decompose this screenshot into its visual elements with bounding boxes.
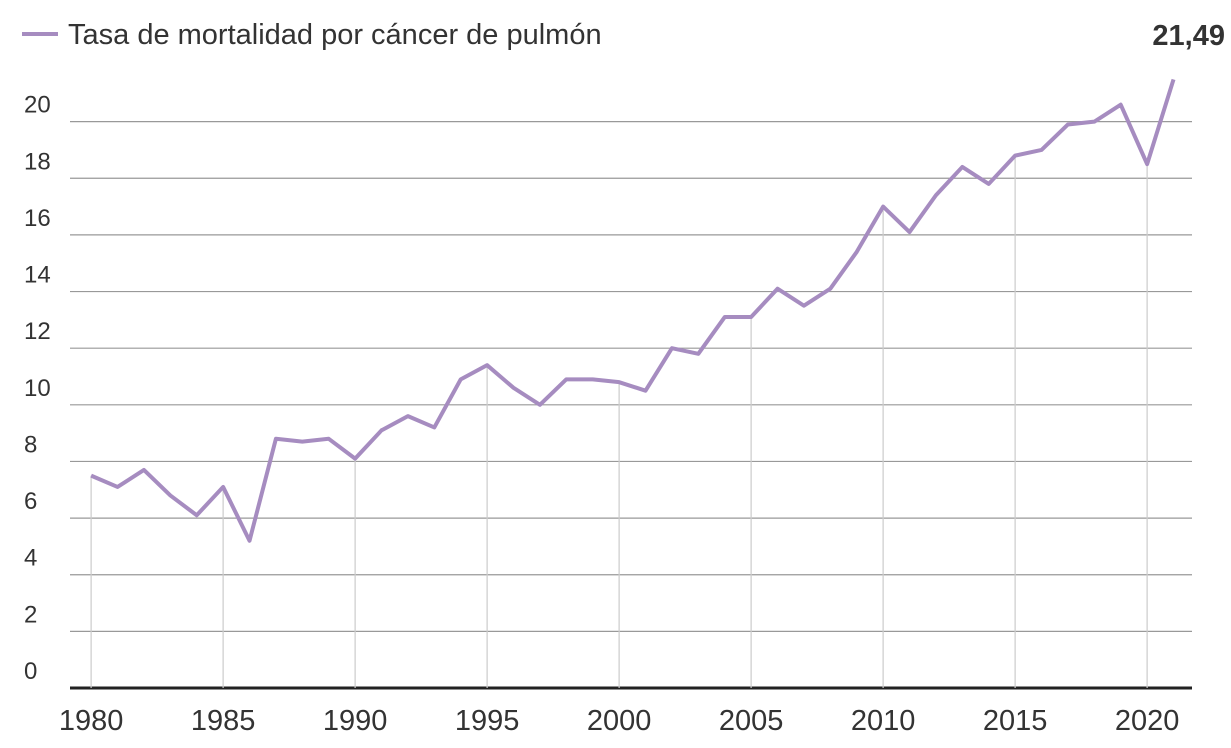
x-tick-label: 2015 bbox=[983, 705, 1048, 737]
data-line bbox=[90, 78, 1176, 543]
y-tick-label: 10 bbox=[24, 375, 51, 402]
y-tick-label: 14 bbox=[24, 262, 51, 289]
legend-label: Tasa de mortalidad por cáncer de pulmón bbox=[68, 19, 602, 51]
y-tick-label: 4 bbox=[24, 545, 37, 572]
x-tick-label: 1980 bbox=[59, 705, 124, 737]
x-tick-label: 1985 bbox=[191, 705, 256, 737]
y-tick-label: 8 bbox=[24, 431, 37, 458]
y-tick-label: 6 bbox=[24, 488, 37, 515]
last-value-label: 21,49 bbox=[1152, 20, 1225, 52]
y-tick-label: 0 bbox=[24, 658, 37, 685]
x-tick-label: 2020 bbox=[1115, 705, 1180, 737]
y-tick-label: 16 bbox=[24, 205, 51, 232]
x-tick-label: 2005 bbox=[719, 705, 784, 737]
x-tick-label: 1995 bbox=[455, 705, 520, 737]
y-tick-label: 20 bbox=[24, 92, 51, 119]
y-tick-label: 18 bbox=[24, 148, 51, 175]
y-tick-label: 2 bbox=[24, 601, 37, 628]
x-tick-label: 2010 bbox=[851, 705, 916, 737]
x-tick-label: 1990 bbox=[323, 705, 388, 737]
x-tick-label: 2000 bbox=[587, 705, 652, 737]
y-tick-label: 12 bbox=[24, 318, 51, 345]
